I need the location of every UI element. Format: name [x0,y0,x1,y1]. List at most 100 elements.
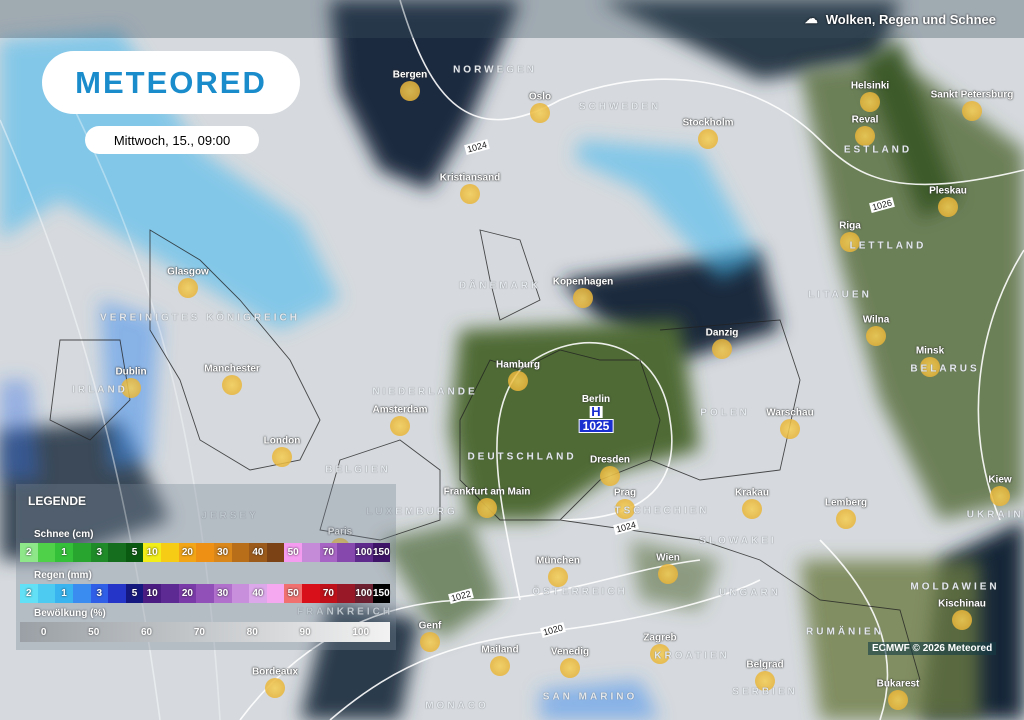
sunny-weather-icon[interactable] [742,499,762,519]
high-pressure-marker: H [589,404,603,419]
city-label[interactable]: Frankfurt am Main [443,486,531,498]
snow-scale-cell: 30 [213,543,232,562]
sunny-weather-icon[interactable] [121,378,141,398]
sunny-weather-icon[interactable] [508,371,528,391]
city-label[interactable]: Kiew [988,474,1012,486]
cloud-scale: 0 50 60 70 80 90 100 [20,622,390,642]
rain-scale-cell [196,584,214,603]
snow-scale-cell: 5 [125,543,144,562]
sunny-weather-icon[interactable] [920,357,940,377]
sunny-weather-icon[interactable] [222,375,242,395]
sunny-weather-icon[interactable] [615,499,635,519]
sunny-weather-icon[interactable] [272,447,292,467]
sunny-weather-icon[interactable] [938,197,958,217]
snow-scale-cell [161,543,179,562]
sunny-weather-icon[interactable] [712,339,732,359]
sunny-weather-icon[interactable] [866,326,886,346]
city-label[interactable]: Kopenhagen [552,276,614,288]
city-label[interactable]: Wien [656,552,680,564]
city-label[interactable]: Reval [851,114,879,126]
sunny-weather-icon[interactable] [548,567,568,587]
sunny-weather-icon[interactable] [530,103,550,123]
city-label[interactable]: Bordeaux [251,666,299,678]
city-label[interactable]: München [536,555,580,567]
snow-scale-cell [231,543,250,562]
sunny-weather-icon[interactable] [658,564,678,584]
city-label[interactable]: Dresden [589,454,631,466]
city-label[interactable]: Stockholm [682,117,734,129]
top-bar: ☁ Wolken, Regen und Schnee [0,0,1024,38]
layer-title: Wolken, Regen und Schnee [825,11,996,27]
city-label[interactable]: Dublin [115,366,147,378]
sunny-weather-icon[interactable] [962,101,982,121]
layer-selector[interactable]: ☁ Wolken, Regen und Schnee [805,11,996,27]
sunny-weather-icon[interactable] [490,656,510,676]
city-label[interactable]: Pleskau [929,185,967,197]
city-label[interactable]: Bukarest [876,678,920,690]
rain-scale: 2 1 3 5 10 20 30 40 50 70 100 150 [20,584,391,603]
snow-scale-cell: 1 [55,543,73,562]
snow-scale-cell [196,543,214,562]
city-label[interactable]: Venedig [550,646,590,658]
sunny-weather-icon[interactable] [755,671,775,691]
sunny-weather-icon[interactable] [650,644,670,664]
city-label[interactable]: Oslo [528,91,552,103]
sunny-weather-icon[interactable] [860,92,880,112]
rain-scale-cell: 30 [213,584,232,603]
sunny-weather-icon[interactable] [460,184,480,204]
sunny-weather-icon[interactable] [855,126,875,146]
city-label[interactable]: Zagreb [643,632,677,644]
city-label[interactable]: Amsterdam [372,404,428,416]
city-label[interactable]: Glasgow [167,266,209,278]
country-label: RUMÄNIEN [806,626,884,638]
sunny-weather-icon[interactable] [888,690,908,710]
cloud-scale-label: Bewölkung (%) [34,608,106,619]
rain-scale-cell [72,584,91,603]
city-label[interactable]: Manchester [204,363,260,375]
city-label[interactable]: Mailand [481,644,519,656]
sunny-weather-icon[interactable] [178,278,198,298]
sunny-weather-icon[interactable] [600,466,620,486]
city-label[interactable]: Warschau [766,407,814,419]
city-label[interactable]: London [263,435,301,447]
city-label[interactable]: Sankt Petersburg [930,89,1014,101]
snow-scale-cell: 70 [319,543,338,562]
city-label[interactable]: Belgrad [746,659,784,671]
city-label[interactable]: Bergen [392,69,428,81]
city-label[interactable]: Riga [839,220,861,232]
sunny-weather-icon[interactable] [560,658,580,678]
sunny-weather-icon[interactable] [840,232,860,252]
sunny-weather-icon[interactable] [698,129,718,149]
city-label[interactable]: Minsk [915,345,945,357]
meteored-logo[interactable]: METEORED [42,51,300,114]
sunny-weather-icon[interactable] [780,419,800,439]
city-label[interactable]: Lemberg [824,497,868,509]
city-label[interactable]: Prag [613,487,637,499]
sunny-weather-icon[interactable] [390,416,410,436]
country-label: UKRAINE [966,509,1024,521]
city-label[interactable]: Wilna [862,314,890,326]
rain-scale-cell [302,584,320,603]
snow-scale-cell: 40 [249,543,267,562]
city-label[interactable]: Helsinki [850,80,890,92]
sunny-weather-icon[interactable] [952,610,972,630]
forecast-date-label[interactable]: Mittwoch, 15., 09:00 [85,126,259,154]
city-label-berlin[interactable]: Berlin [581,394,611,405]
city-label[interactable]: Kristiansand [439,172,501,184]
sunny-weather-icon[interactable] [836,509,856,529]
city-label[interactable]: Danzig [705,327,739,339]
sunny-weather-icon[interactable] [477,498,497,518]
sunny-weather-icon[interactable] [420,632,440,652]
city-label[interactable]: Genf [418,620,442,632]
city-label[interactable]: Hamburg [496,359,540,371]
sunny-weather-icon[interactable] [573,288,593,308]
city-label[interactable]: Krakau [735,487,769,499]
country-label: KROATIEN [654,650,730,662]
sunny-weather-icon[interactable] [265,678,285,698]
sunny-weather-icon[interactable] [990,486,1010,506]
city-label[interactable]: Paris [327,526,353,538]
country-label: LITAUEN [808,289,872,301]
sunny-weather-icon[interactable] [400,81,420,101]
city-label[interactable]: Kischinau [938,598,986,610]
